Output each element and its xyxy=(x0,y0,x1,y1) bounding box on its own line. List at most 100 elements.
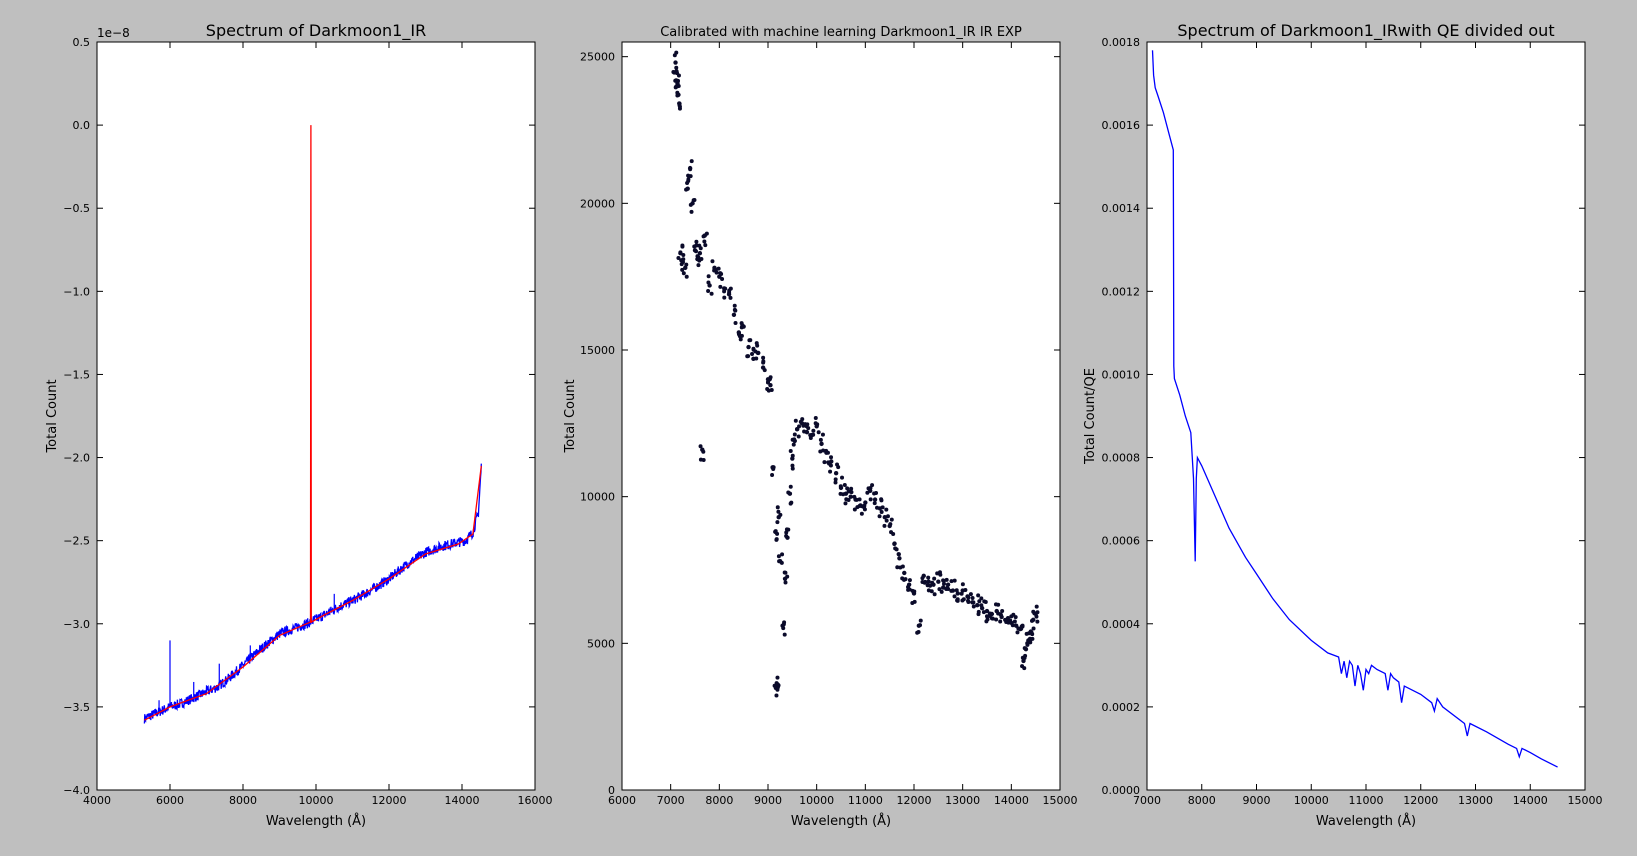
scatter-point xyxy=(786,527,791,532)
scatter-point xyxy=(684,262,689,267)
x-tick-label: 7000 xyxy=(657,794,685,807)
scatter-point xyxy=(684,187,689,192)
scatter-point xyxy=(728,295,733,300)
scatter-point xyxy=(930,580,935,585)
y-tick-label: 0 xyxy=(608,784,615,797)
scatter-point xyxy=(929,589,934,594)
scatter-point xyxy=(804,429,810,435)
scatter-point xyxy=(768,375,773,380)
y-tick-label: −3.5 xyxy=(63,701,90,714)
scatter-point xyxy=(790,463,795,468)
scatter-point xyxy=(694,249,699,254)
scatter-point xyxy=(688,174,693,179)
scatter-point xyxy=(998,619,1003,624)
scatter-point xyxy=(785,574,790,579)
scatter-point xyxy=(775,687,780,692)
scatter-point xyxy=(1030,632,1035,637)
scatter-point xyxy=(900,564,905,569)
scatter-point xyxy=(704,231,709,236)
scatter-point xyxy=(926,575,931,580)
scatter-point xyxy=(838,491,843,496)
scatter-point xyxy=(952,594,957,599)
scatter-point xyxy=(755,351,760,356)
y-tick-label: 0.0 xyxy=(73,119,91,132)
scatter-point xyxy=(994,617,999,622)
plot-area-3 xyxy=(1146,41,1586,791)
scatter-point xyxy=(880,505,885,510)
scatter-point xyxy=(674,65,679,70)
x-axis-label-3: Wavelength (Å) xyxy=(1316,813,1416,829)
scatter-point xyxy=(683,265,688,271)
plot-area-1 xyxy=(96,41,536,791)
x-tick-label: 14000 xyxy=(445,794,480,807)
scatter-point xyxy=(727,288,732,293)
scatter-point xyxy=(915,630,920,635)
scatter-point xyxy=(740,323,745,328)
x-tick-label: 9000 xyxy=(754,794,782,807)
scatter-point xyxy=(792,437,797,442)
scatter-point xyxy=(945,582,951,587)
scatter-point xyxy=(1015,630,1020,635)
scatter-point xyxy=(793,418,798,423)
scatter-point xyxy=(701,449,706,454)
x-tick-label: 12000 xyxy=(1403,794,1438,807)
plot-area-2 xyxy=(621,41,1061,791)
scatter-point xyxy=(816,430,821,435)
scatter-point xyxy=(984,614,989,619)
scatter-point xyxy=(678,250,683,255)
scatter-point xyxy=(936,579,941,584)
marks-2 xyxy=(671,50,1040,698)
scatter-point xyxy=(843,501,848,506)
scatter-point xyxy=(796,434,801,439)
scatter-point xyxy=(706,280,711,285)
scatter-point xyxy=(784,530,789,535)
scatter-point xyxy=(926,579,931,584)
scatter-point xyxy=(885,514,890,519)
scatter-point xyxy=(961,597,966,602)
scatter-point xyxy=(797,424,802,429)
scatter-point xyxy=(794,427,799,432)
scatter-point xyxy=(877,514,882,519)
scatter-point xyxy=(784,533,789,538)
scatter-point xyxy=(774,693,779,698)
scatter-point xyxy=(791,442,796,447)
scatter-point xyxy=(879,509,884,514)
marks-1 xyxy=(143,125,482,724)
series-line-0 xyxy=(1151,50,1558,768)
scatter-point xyxy=(1023,653,1028,658)
scatter-point xyxy=(862,505,867,510)
scatter-point xyxy=(910,588,915,593)
scatter-point xyxy=(1008,618,1013,623)
y-tick-label: −2.5 xyxy=(63,535,90,548)
scatter-point xyxy=(675,93,680,98)
scatter-point xyxy=(696,255,701,260)
scatter-point xyxy=(774,537,779,542)
y-tick-label: 20000 xyxy=(580,197,615,210)
scatter-point xyxy=(703,243,708,248)
scatter-point xyxy=(954,588,959,593)
scatter-point xyxy=(788,484,793,489)
scatter-point xyxy=(910,601,915,606)
scatter-point xyxy=(894,547,899,552)
scatter-point xyxy=(782,620,787,625)
scatter-point xyxy=(688,202,693,207)
y-tick-label: 5000 xyxy=(587,637,615,650)
scatter-point xyxy=(1035,619,1040,624)
scatter-point xyxy=(868,486,873,491)
scatter-point xyxy=(925,583,930,588)
scatter-point xyxy=(846,497,851,502)
scatter-point xyxy=(1024,631,1029,636)
y-tick-label: 0.0010 xyxy=(1102,368,1141,381)
scatter-point xyxy=(777,559,782,564)
y-tick-label: 0.5 xyxy=(73,36,91,49)
scatter-point xyxy=(805,422,810,427)
scatter-point xyxy=(674,84,679,89)
scatter-point xyxy=(712,268,717,273)
scatter-point xyxy=(1028,640,1033,645)
scatter-point xyxy=(732,303,737,308)
x-tick-label: 12000 xyxy=(372,794,407,807)
scatter-point xyxy=(686,177,691,182)
scatter-point xyxy=(960,582,965,587)
scatter-point xyxy=(790,466,795,471)
scatter-point xyxy=(808,436,813,441)
